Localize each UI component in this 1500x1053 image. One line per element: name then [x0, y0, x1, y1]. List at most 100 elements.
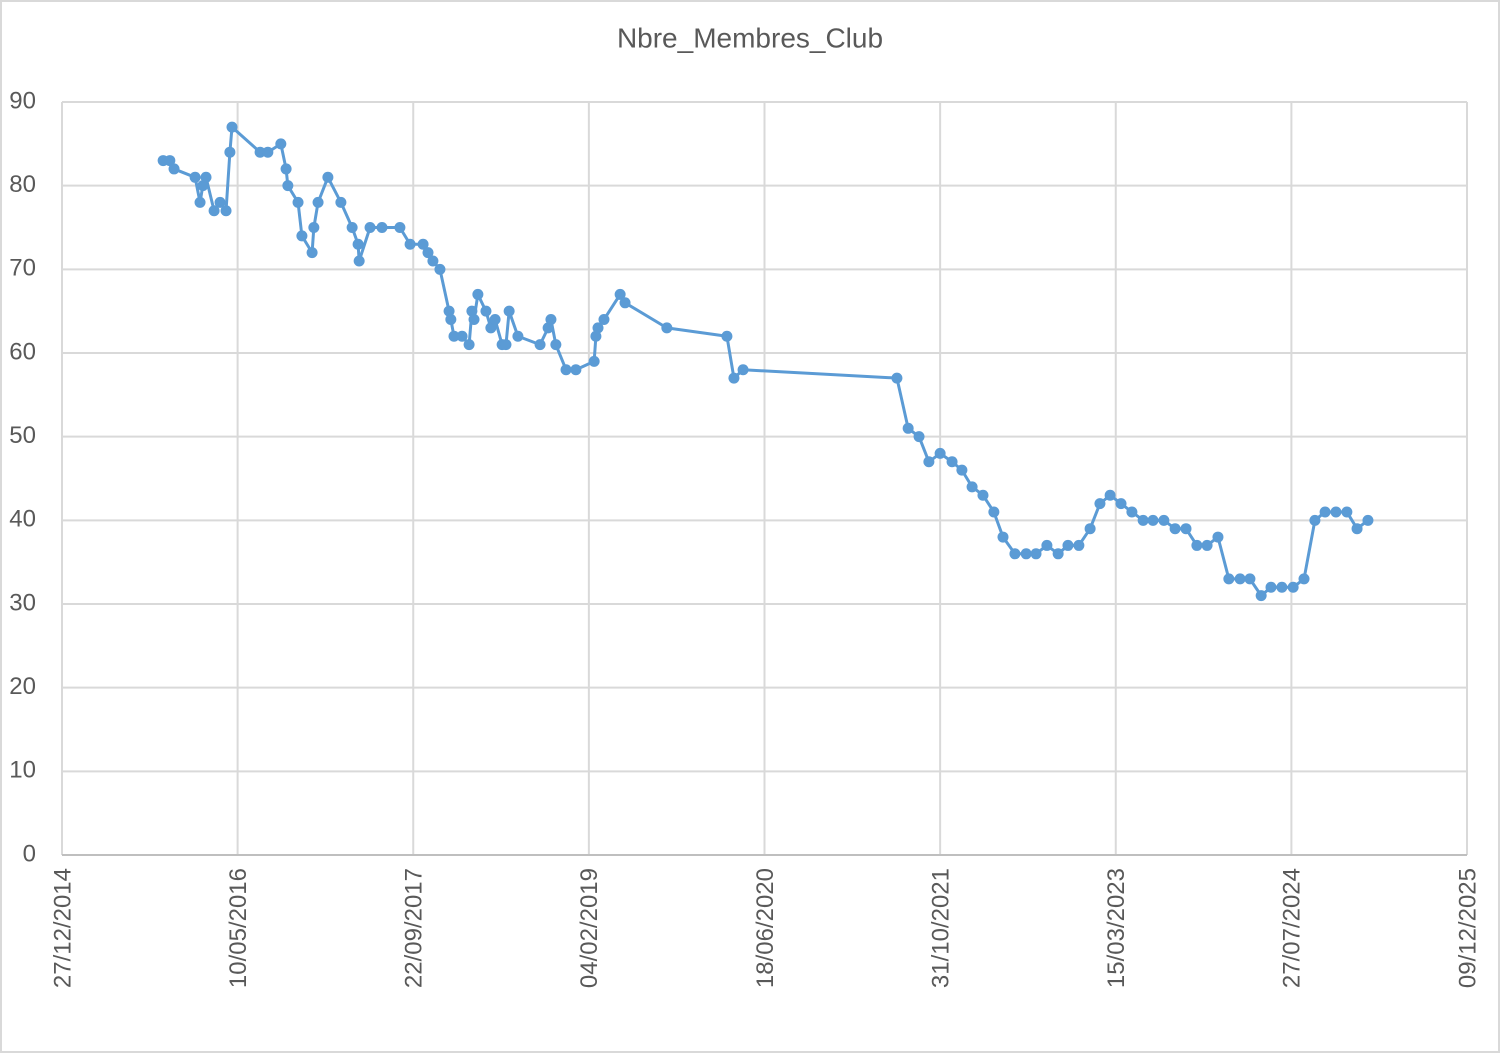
point: [485, 322, 497, 334]
point: [1030, 548, 1042, 560]
point: [168, 163, 180, 175]
point: [448, 330, 460, 342]
point: [534, 339, 546, 351]
point: [966, 481, 978, 493]
point: [466, 305, 478, 317]
point: [1104, 489, 1116, 501]
point: [902, 422, 914, 434]
point: [1244, 573, 1256, 585]
point: [1341, 506, 1353, 518]
point: [1234, 573, 1246, 585]
y-tick-label: 90: [9, 87, 36, 114]
point: [542, 322, 554, 334]
point: [728, 372, 740, 384]
point: [394, 222, 406, 233]
point: [512, 330, 524, 342]
y-tick-label: 60: [9, 338, 36, 365]
x-tick-label: 27/07/2024: [1279, 868, 1306, 988]
point: [200, 171, 212, 183]
point: [422, 247, 434, 259]
point: [1212, 531, 1224, 543]
point: [443, 305, 455, 317]
y-tick-label: 0: [23, 840, 36, 867]
point: [417, 238, 429, 250]
point: [346, 222, 358, 233]
point: [1191, 539, 1203, 551]
point: [189, 171, 201, 183]
point: [254, 146, 266, 158]
point: [614, 288, 626, 300]
point: [500, 339, 512, 351]
point: [456, 330, 468, 342]
point: [1255, 590, 1267, 602]
point: [226, 121, 238, 133]
point: [619, 297, 631, 309]
point: [1276, 581, 1288, 593]
point: [463, 339, 475, 351]
point: [1265, 581, 1277, 593]
point: [1180, 523, 1192, 535]
point: [1115, 498, 1127, 510]
point: [164, 155, 176, 167]
point: [570, 364, 582, 376]
point: [364, 222, 376, 233]
x-tick-label: 09/12/2025: [1454, 868, 1481, 988]
y-tick-label: 20: [9, 673, 36, 700]
point: [194, 196, 206, 208]
point: [545, 314, 557, 326]
point: [1126, 506, 1138, 518]
point: [737, 364, 749, 376]
x-tick-label: 15/03/2023: [1103, 868, 1130, 988]
point: [292, 196, 304, 208]
point: [404, 238, 416, 250]
point: [282, 180, 294, 192]
x-tick-label: 31/10/2021: [927, 868, 954, 988]
y-tick-label: 70: [9, 255, 36, 282]
point: [592, 322, 604, 334]
point: [977, 489, 989, 501]
y-tick-label: 80: [9, 171, 36, 198]
point: [946, 456, 958, 468]
y-tick-label: 10: [9, 757, 36, 784]
point: [923, 456, 935, 468]
point: [590, 330, 602, 342]
point: [1287, 581, 1299, 593]
point: [434, 263, 446, 275]
point: [445, 314, 457, 326]
point: [280, 163, 292, 175]
point: [1041, 539, 1053, 551]
point: [1147, 514, 1159, 526]
point: [489, 314, 501, 326]
point: [1094, 498, 1106, 510]
point: [1137, 514, 1149, 526]
point: [468, 314, 480, 326]
point: [1020, 548, 1032, 560]
x-tick-label: 27/12/2014: [49, 868, 76, 988]
x-tick-label: 10/05/2016: [225, 868, 252, 988]
point: [661, 322, 673, 334]
point: [1009, 548, 1021, 560]
point: [721, 330, 733, 342]
point: [335, 196, 347, 208]
point: [322, 171, 334, 183]
point: [1319, 506, 1331, 518]
point: [997, 531, 1009, 543]
point: [1158, 514, 1170, 526]
point: [1330, 506, 1342, 518]
point: [308, 222, 320, 233]
point: [353, 255, 365, 267]
point: [988, 506, 1000, 518]
x-tick-label: 04/02/2019: [576, 868, 603, 988]
point: [503, 305, 515, 317]
point: [588, 355, 600, 367]
point: [1084, 523, 1096, 535]
point: [262, 146, 274, 158]
point: [598, 314, 610, 326]
point: [208, 205, 220, 217]
x-tick-label: 22/09/2017: [401, 868, 428, 988]
point: [275, 138, 287, 150]
y-tick-label: 40: [9, 506, 36, 533]
point: [913, 431, 925, 443]
point: [376, 222, 388, 233]
